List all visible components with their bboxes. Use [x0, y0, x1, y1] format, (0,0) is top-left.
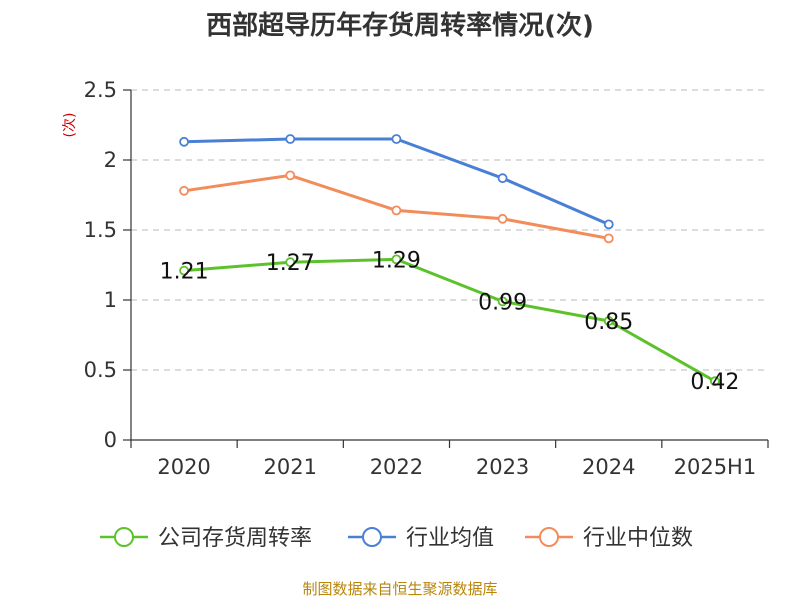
series-1 [179, 134, 614, 230]
source-note: 制图数据来自恒生聚源数据库 [302, 580, 497, 598]
x-tick-label-2024: 2024 [582, 455, 635, 479]
legend-marker-1 [362, 527, 382, 547]
series-2 [179, 170, 614, 244]
legend-marker-2 [539, 527, 559, 547]
x-tick-label-2025H1: 2025H1 [674, 455, 757, 479]
x-tick-label-2022: 2022 [370, 455, 423, 479]
x-tick-label-2023: 2023 [476, 455, 529, 479]
legend-label-0: 公司存货周转率 [158, 526, 312, 551]
y-axis-unit: (次) [62, 113, 78, 138]
y-tick-label-4: 2 [104, 148, 117, 172]
legend: 公司存货周转率 行业均值 行业中位数 [100, 526, 693, 551]
point-0-2021 [285, 257, 296, 268]
point-0-2020 [179, 265, 189, 276]
y-tick-label-5: 2.5 [84, 78, 117, 102]
series-line-0 [183, 257, 716, 383]
series-0 [179, 254, 720, 387]
point-0-2022 [391, 254, 402, 265]
data-label-2021: 1.27 [266, 251, 315, 276]
gridlines [131, 89, 768, 371]
data-label-2023: 0.99 [478, 290, 527, 315]
point-1-2023 [497, 173, 508, 184]
y-tick-label-0: 0 [104, 428, 117, 452]
point-1-2024 [603, 219, 614, 230]
y-tick-label-3: 1.5 [84, 218, 117, 242]
point-0-2024 [603, 316, 614, 326]
point-0-2023 [497, 296, 508, 307]
data-label-2022: 1.29 [372, 248, 421, 273]
legend-item-1: 行业均值 [348, 526, 494, 551]
legend-item-2: 行业中位数 [525, 526, 693, 551]
legend-item-0: 公司存货周转率 [100, 526, 312, 551]
point-2-2022 [391, 205, 402, 216]
chart-title: 西部超导历年存货周转率情况(次) [206, 10, 594, 41]
point-1-2020 [179, 136, 189, 147]
y-tick-label-2: 1 [104, 288, 117, 312]
legend-marker-0 [114, 527, 134, 547]
point-2-2024 [603, 233, 614, 244]
data-label-2025H1: 0.42 [690, 370, 739, 395]
point-1-2022 [391, 134, 402, 144]
x-tick-label-2020: 2020 [157, 455, 210, 479]
point-2-2023 [497, 213, 508, 224]
point-2-2020 [179, 185, 189, 196]
legend-label-1: 行业均值 [406, 526, 494, 551]
y-tick-label-1: 0.5 [84, 358, 117, 382]
series-layer [179, 134, 720, 387]
point-2-2021 [285, 170, 296, 181]
point-1-2021 [285, 134, 296, 144]
data-label-2024: 0.85 [584, 310, 633, 335]
legend-label-2: 行业中位数 [583, 526, 693, 551]
data-labels: 1.21 1.27 1.29 0.99 0.85 0.42 [160, 248, 740, 395]
data-label-2020: 1.21 [160, 260, 209, 285]
axes: 0 0.5 1 1.5 2 2.5 2020 2021 2022 2023 2024 2025H1 [84, 78, 769, 479]
x-tick-label-2021: 2021 [264, 455, 317, 479]
point-0-2025H1 [710, 376, 720, 387]
